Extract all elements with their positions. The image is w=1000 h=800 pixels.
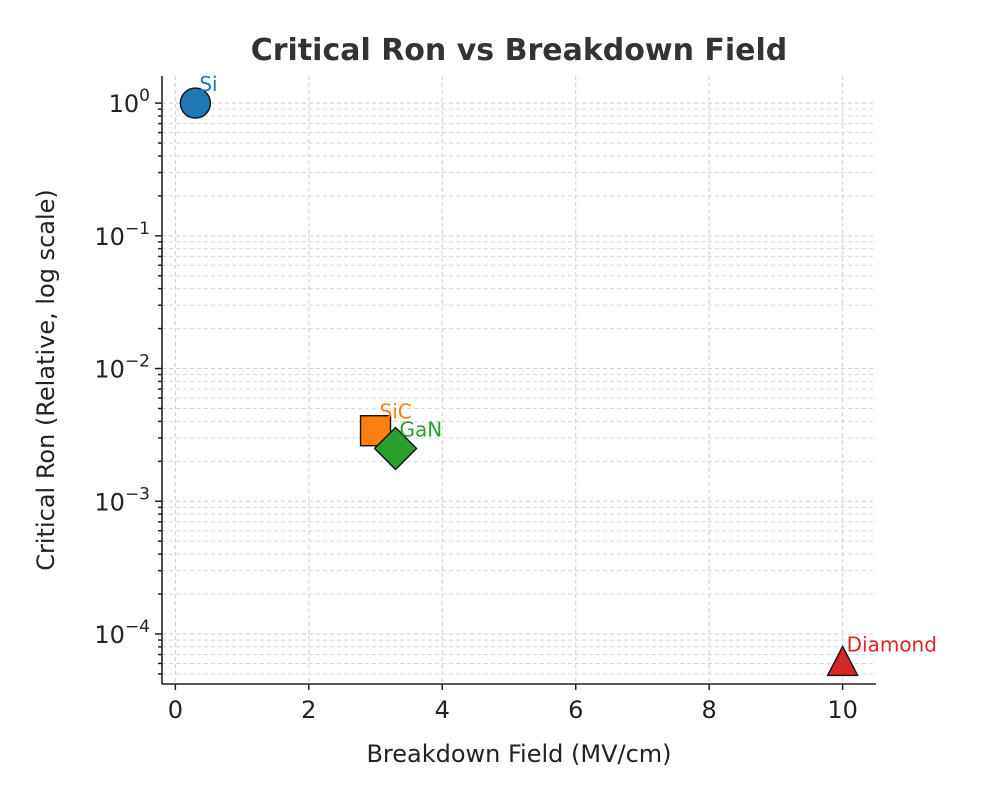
point-gan-marker — [373, 426, 418, 471]
point-diamond-marker — [826, 644, 859, 677]
grid — [162, 76, 876, 684]
x-tick-label: 10 — [827, 696, 858, 724]
y-tick-label: 10−3 — [94, 484, 150, 516]
y-tick-label: 10−4 — [94, 617, 150, 649]
point-sic-label: SiC — [380, 400, 412, 424]
y-tick-label: 10−1 — [94, 219, 150, 251]
y-tick-label: 100 — [109, 86, 150, 118]
x-ticks: 0 2 4 6 8 10 — [168, 684, 858, 724]
chart-title: Critical Ron vs Breakdown Field — [251, 33, 788, 68]
point-si-label: Si — [199, 72, 217, 96]
y-tick-label: 10−2 — [94, 352, 150, 384]
point-si-marker — [179, 87, 212, 119]
point-diamond-label: Diamond — [847, 632, 937, 656]
axes — [161, 76, 876, 685]
x-tick-label: 2 — [301, 696, 316, 724]
y-ticks: 100 10−1 10−2 10−3 10−4 — [94, 86, 162, 675]
x-axis-label: Breakdown Field (MV/cm) — [366, 740, 671, 768]
x-tick-label: 0 — [168, 696, 183, 724]
point-gan-label: GaN — [400, 417, 443, 441]
x-tick-label: 4 — [435, 696, 450, 724]
y-axis-label: Critical Ron (Relative, log scale) — [32, 189, 60, 571]
x-tick-label: 8 — [702, 696, 717, 724]
x-tick-label: 6 — [568, 696, 583, 724]
